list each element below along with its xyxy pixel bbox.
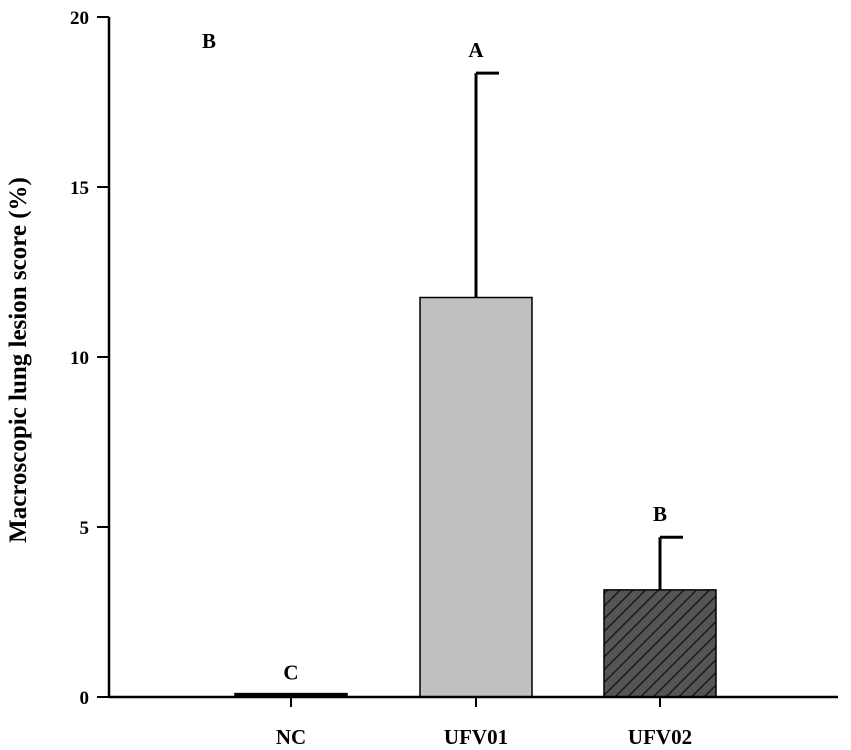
y-tick-label-20: 20 [70, 8, 89, 29]
y-tick-label-10: 10 [70, 348, 89, 369]
panel-label: B [202, 29, 216, 53]
y-tick-label-0: 0 [80, 688, 90, 709]
x-tick-label-nc: NC [276, 725, 306, 749]
y-tick-label-5: 5 [80, 518, 90, 539]
bar-ufv02 [603, 589, 717, 698]
plot-area: C NC A UFV01 B UFV02 0 5 10 15 20 [70, 8, 838, 749]
significance-label-ufv01: A [468, 38, 484, 62]
y-axis-title: Macroscopic lung lesion score (%) [5, 177, 32, 543]
significance-label-nc: C [283, 661, 298, 685]
y-tick-label-15: 15 [70, 178, 89, 199]
x-tick-label-ufv01: UFV01 [444, 725, 508, 749]
x-tick-label-ufv02: UFV02 [628, 725, 692, 749]
significance-label-ufv02: B [653, 502, 667, 526]
bar-ufv01 [419, 296, 533, 698]
